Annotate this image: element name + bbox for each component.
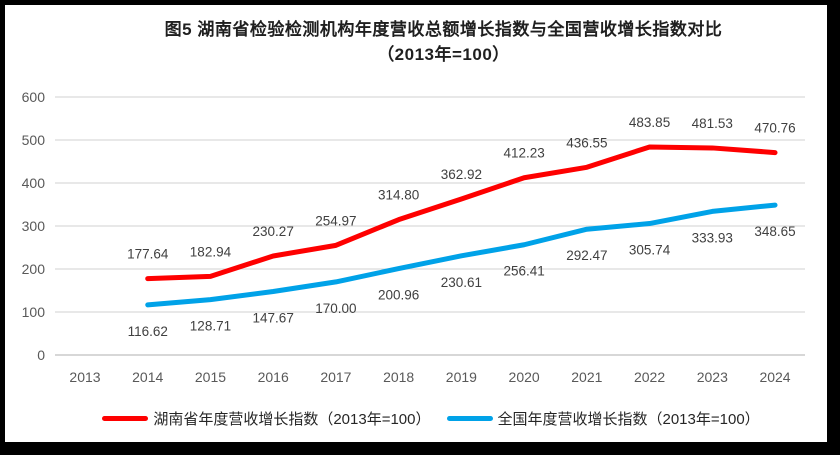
y-axis-tick: 300 <box>22 218 46 234</box>
legend-item-national[interactable]: 全国年度营收增长指数（2013年=100） <box>446 408 760 429</box>
data-label: 436.55 <box>566 135 607 150</box>
data-label: 348.65 <box>754 224 795 239</box>
legend-item-hunan[interactable]: 湖南省年度营收增长指数（2013年=100） <box>102 408 431 429</box>
y-axis-tick: 100 <box>22 304 46 320</box>
data-label: 481.53 <box>692 116 733 131</box>
y-axis-tick: 0 <box>37 347 45 363</box>
legend-line-sample-hunan <box>102 416 149 421</box>
data-label: 116.62 <box>128 324 168 339</box>
x-axis-tick: 2014 <box>132 369 163 385</box>
data-label: 314.80 <box>378 188 419 203</box>
chart-legend: 湖南省年度营收增长指数（2013年=100） 全国年度营收增长指数（2013年=… <box>5 408 827 429</box>
y-axis-tick: 600 <box>22 89 46 105</box>
data-label: 362.92 <box>441 167 482 182</box>
series-line-national[interactable] <box>145 202 778 308</box>
data-label: 305.74 <box>629 243 671 258</box>
y-axis-tick: 200 <box>22 261 46 277</box>
data-label: 470.76 <box>754 121 795 136</box>
data-label: 128.71 <box>190 319 231 334</box>
x-axis-tick: 2024 <box>759 369 790 385</box>
data-label: 412.23 <box>503 146 544 161</box>
x-axis-tick: 2018 <box>383 369 414 385</box>
data-label: 483.85 <box>629 115 670 130</box>
data-label: 230.27 <box>253 224 294 239</box>
x-axis-tick: 2015 <box>195 369 226 385</box>
y-axis-tick: 500 <box>22 132 46 148</box>
data-label: 333.93 <box>692 230 733 245</box>
x-axis-tick: 2013 <box>69 369 100 385</box>
chart-title-line2: （2013年=100） <box>377 44 510 64</box>
data-label: 182.94 <box>190 244 232 259</box>
x-axis-tick: 2022 <box>634 369 665 385</box>
data-label: 254.97 <box>315 213 356 228</box>
x-axis-tick: 2016 <box>258 369 289 385</box>
legend-label-hunan: 湖南省年度营收增长指数（2013年=100） <box>153 411 431 428</box>
data-label: 177.64 <box>127 247 169 262</box>
data-label: 170.00 <box>315 301 356 316</box>
x-axis-tick: 2021 <box>571 369 602 385</box>
data-label: 292.47 <box>566 248 607 263</box>
line-chart-canvas: 0 100 200 300 400 500 600 2013 2014 2015 2016 2017 2… <box>22 89 805 385</box>
legend-label-national: 全国年度营收增长指数（2013年=100） <box>497 411 760 428</box>
x-axis-tick: 2020 <box>509 369 540 385</box>
data-label: 256.41 <box>503 264 544 279</box>
series-line-hunan[interactable] <box>145 144 778 282</box>
chart-title: 图5 湖南省检验检测机构年度营收总额增长指数与全国营收增长指数对比 （2013年… <box>5 18 827 67</box>
data-label: 200.96 <box>378 288 419 303</box>
chart-title-line1: 图5 湖南省检验检测机构年度营收总额增长指数与全国营收增长指数对比 <box>164 20 723 39</box>
legend-line-sample-national <box>446 416 493 421</box>
x-axis-tick: 2019 <box>446 369 477 385</box>
y-axis-tick: 400 <box>22 175 46 191</box>
x-axis-tick: 2017 <box>320 369 351 385</box>
x-axis-tick: 2023 <box>697 369 728 385</box>
data-label: 147.67 <box>253 311 294 326</box>
data-label: 230.61 <box>441 275 482 290</box>
